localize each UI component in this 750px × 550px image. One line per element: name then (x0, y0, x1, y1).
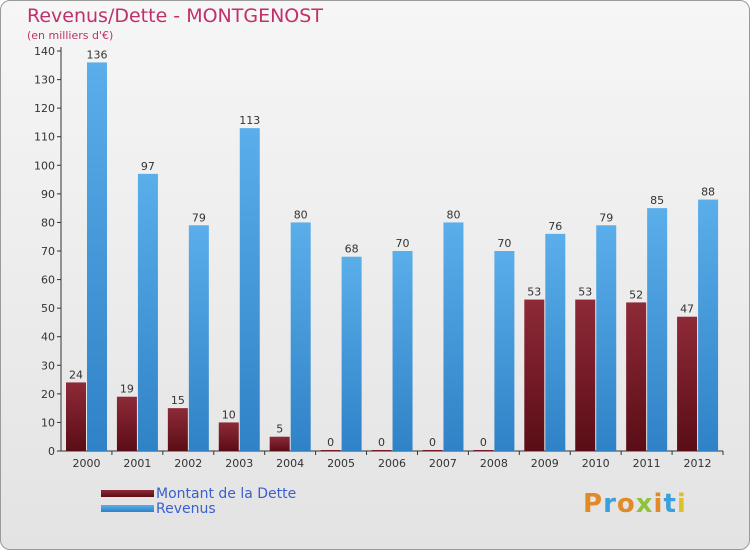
x-tick-label: 2006 (378, 457, 406, 470)
bar-revenue (647, 208, 668, 451)
x-tick-label: 2008 (480, 457, 508, 470)
data-label: 136 (87, 48, 108, 61)
bar-debt (269, 436, 290, 451)
data-label: 88 (701, 186, 715, 199)
y-tick-label: 50 (41, 302, 55, 315)
x-tick-label: 2010 (582, 457, 610, 470)
x-tick-label: 2002 (174, 457, 202, 470)
data-label: 76 (548, 220, 562, 233)
y-tick-label: 100 (34, 159, 55, 172)
data-label: 53 (527, 286, 541, 299)
data-label: 79 (192, 211, 206, 224)
data-label: 0 (327, 436, 334, 449)
data-label: 53 (578, 286, 592, 299)
bar-debt (66, 382, 86, 451)
y-tick-label: 20 (41, 388, 55, 401)
x-tick-label: 2003 (225, 457, 253, 470)
y-tick-label: 0 (48, 445, 55, 458)
bar-debt (626, 302, 647, 451)
y-tick-label: 70 (41, 245, 55, 258)
legend: Montant de la Dette Revenus (101, 485, 297, 517)
data-label: 80 (446, 208, 460, 221)
y-tick-label: 30 (41, 359, 55, 372)
data-label: 24 (69, 368, 83, 381)
data-label: 113 (239, 114, 260, 127)
logo-letter: t (663, 489, 677, 519)
bar-debt (167, 408, 188, 451)
bar-revenue (188, 225, 209, 451)
x-tick-label: 2011 (633, 457, 661, 470)
bar-revenue (239, 128, 260, 451)
logo-letter: r (603, 489, 617, 519)
data-label: 79 (599, 211, 613, 224)
bar-revenue (545, 233, 566, 451)
y-tick-label: 130 (34, 74, 55, 87)
logo-letter: P (583, 489, 604, 519)
bar-debt (575, 299, 596, 451)
y-tick-label: 120 (34, 102, 55, 115)
data-label: 15 (171, 394, 185, 407)
chart-subtitle: (en milliers d'€) (27, 29, 114, 42)
bar-revenue (698, 199, 719, 451)
data-label: 80 (294, 208, 308, 221)
bar-revenue (87, 62, 107, 452)
data-label: 70 (497, 237, 511, 250)
x-tick-label: 2009 (531, 457, 559, 470)
bar-revenue (341, 256, 362, 451)
bar-revenue (443, 222, 464, 451)
bar-debt (320, 450, 341, 451)
data-label: 0 (429, 436, 436, 449)
y-tick-label: 90 (41, 188, 55, 201)
x-tick-label: 2007 (429, 457, 457, 470)
data-label: 10 (222, 408, 236, 421)
bar-debt (371, 450, 392, 451)
data-label: 70 (396, 237, 410, 250)
data-label: 52 (629, 288, 643, 301)
y-tick-label: 60 (41, 274, 55, 287)
bar-revenue (290, 222, 311, 451)
y-tick-label: 10 (41, 416, 55, 429)
y-tick-label: 140 (34, 45, 55, 58)
bar-revenue (596, 225, 617, 451)
data-label: 5 (276, 423, 283, 436)
logo-letter: i (676, 489, 687, 519)
bar-debt (218, 422, 239, 451)
logo-letter: o (616, 489, 636, 519)
data-label: 68 (345, 243, 359, 256)
bar-revenue (137, 173, 158, 451)
y-tick-label: 40 (41, 331, 55, 344)
bar-debt (422, 450, 443, 451)
proxiti-logo: Proxiti (583, 489, 687, 519)
logo-letter: i (653, 489, 664, 519)
data-label: 0 (378, 436, 385, 449)
legend-label-debt: Montant de la Dette (156, 485, 297, 502)
x-tick-label: 2000 (72, 457, 100, 470)
bar-debt (473, 450, 494, 451)
chart-title: Revenus/Dette - MONTGENOST (27, 5, 323, 27)
legend-swatch-debt (101, 490, 154, 497)
bar-revenue (494, 251, 515, 451)
legend-item-revenue: Revenus (101, 500, 296, 517)
bar-debt (116, 396, 137, 451)
data-label: 0 (480, 436, 487, 449)
y-tick-label: 80 (41, 216, 55, 229)
data-label: 19 (120, 383, 134, 396)
y-tick-label: 110 (34, 131, 55, 144)
bar-debt (524, 299, 545, 451)
logo-letter: x (635, 489, 654, 519)
x-tick-label: 2001 (123, 457, 151, 470)
legend-label-revenue: Revenus (156, 500, 216, 517)
legend-swatch-revenue (101, 505, 154, 512)
data-label: 97 (141, 160, 155, 173)
data-label: 85 (650, 194, 664, 207)
x-tick-label: 2005 (327, 457, 355, 470)
bar-revenue (392, 251, 413, 451)
data-label: 47 (680, 303, 694, 316)
x-tick-label: 2012 (684, 457, 712, 470)
legend-item-debt: Montant de la Dette (101, 485, 297, 502)
bar-debt (677, 316, 698, 451)
x-tick-label: 2004 (276, 457, 304, 470)
